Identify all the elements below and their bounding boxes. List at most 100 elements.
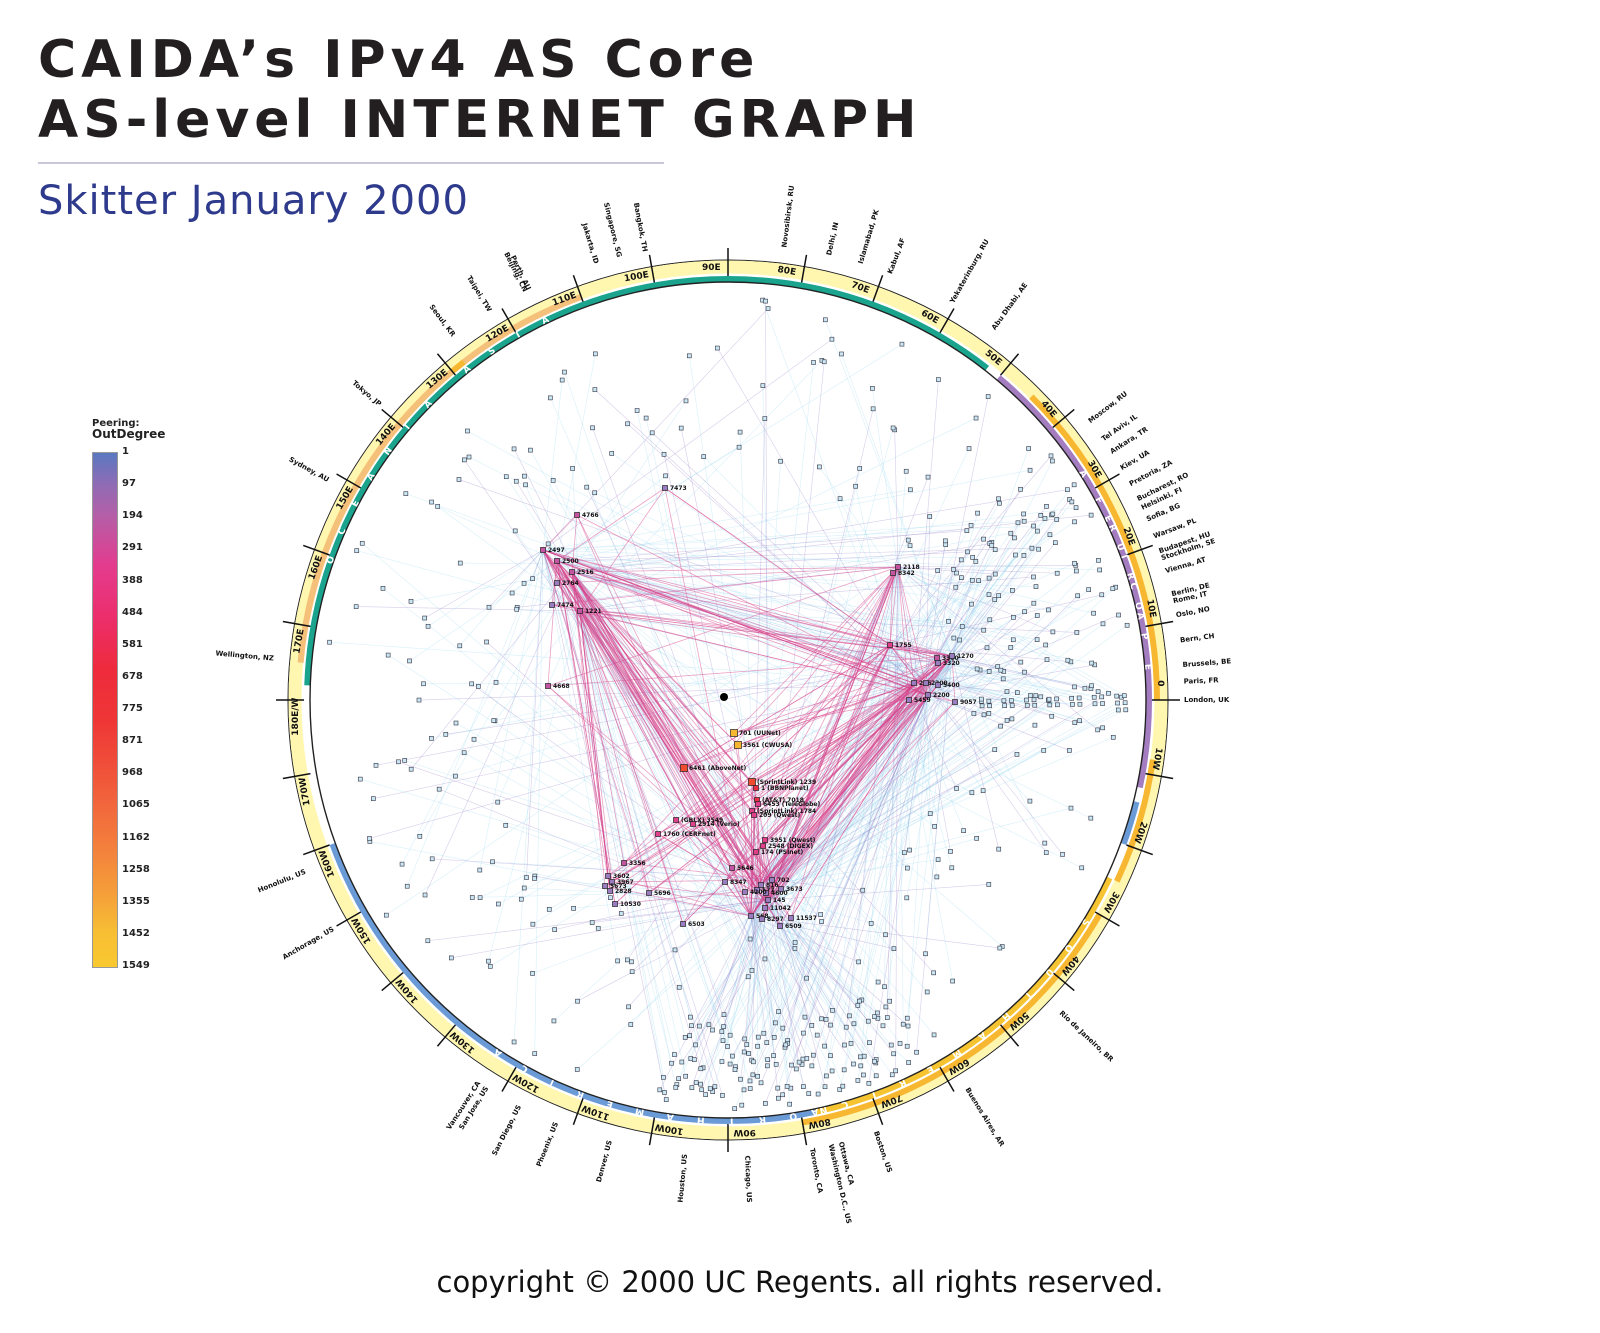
ring-continent-segment [996,375,1152,789]
city-label: Yekaterinburg, RU [948,238,991,306]
city-label: Honolulu, US [257,868,307,895]
legend-title: Peering: OutDegree [92,418,165,440]
as-node-small [1069,499,1075,505]
as-node-label: 5459 [914,697,931,704]
edge [767,899,869,1022]
legend-title-peering: Peering: [92,418,140,429]
as-node-small [462,457,467,463]
region-letter: A [493,1046,504,1058]
as-node [952,699,958,705]
edge [752,694,929,1075]
as-node [607,888,613,894]
as-node-small [626,1004,631,1010]
region-letter: I [514,330,522,340]
edge [556,560,616,905]
as-node-small [804,975,809,981]
as-node-small [524,875,529,880]
as-node [762,837,768,843]
as-node-label: 4200 [750,889,767,896]
as-node-small [1032,702,1038,708]
as-node-small [1031,523,1036,529]
edge [760,884,847,1028]
city-label: Oslo, NO [1175,605,1210,619]
as-node-small [932,824,937,829]
longitude-tick [303,544,330,556]
as-node-small [1100,701,1105,706]
edge [750,915,808,1059]
as-node-small [396,759,401,765]
edge [750,915,768,1043]
as-node-small [1038,694,1044,700]
legend-tick: 1162 [122,831,150,843]
as-node-label: 1760 (CERFnet) [663,831,716,838]
as-node-small [880,1023,886,1029]
region-letter: S [487,346,498,358]
edge [556,560,782,890]
edge [571,571,753,812]
edge [592,899,769,923]
edge [556,560,757,789]
as-node-small [981,627,987,633]
edge [951,655,1008,692]
as-node [602,883,608,889]
legend-tick: 1452 [122,927,150,939]
longitude-tick [381,971,404,992]
as-node-small [903,468,909,474]
edge [623,682,915,864]
longitude-tick [436,1024,457,1047]
as-node-small [570,466,575,471]
as-node-small [436,786,442,792]
as-node-small [943,542,949,547]
city-label: Houston, US [677,1154,690,1203]
as-node-small [985,394,991,399]
as-node-small [408,599,414,604]
edge [551,604,891,646]
edge [579,610,736,1070]
edge [542,549,1100,571]
edge [755,682,927,853]
edge [607,875,752,917]
as-node-small [773,1020,778,1026]
as-node-small [1110,734,1116,740]
longitude-tick [381,408,404,429]
as-node-small [824,1073,829,1079]
region-letter: R [897,1077,908,1089]
edge [571,571,677,1088]
as-node-small [873,1073,879,1079]
subtitle: Skitter January 2000 [38,178,469,224]
edge [771,625,1128,881]
edge [767,899,877,1060]
as-node-small [829,1068,835,1074]
as-node-small [373,762,379,768]
as-node-small [1089,660,1094,666]
region-letter: N [818,1104,828,1115]
as-node-small [486,958,491,964]
edge [756,701,956,891]
edge [734,694,929,1109]
city-label: Paris, FR [1183,676,1219,685]
as-node-small [522,473,527,479]
as-node-small [765,1057,770,1062]
edge [787,655,953,1044]
as-node-label: 2497 [548,547,565,554]
as-node-small [861,1053,867,1059]
as-node-small [889,1072,895,1078]
edge [542,549,953,657]
region-letter: N [382,446,395,458]
as-node [730,729,738,737]
as-node-small [875,979,881,985]
as-node-label: 9057 [960,699,977,706]
as-node-small [973,559,979,564]
as-node-small [1046,607,1051,613]
as-node-small [1079,865,1085,871]
edge [764,566,899,909]
as-node-small [1099,592,1105,598]
as-node-small [416,697,422,703]
as-node [769,877,775,883]
as-node-small [927,514,933,519]
as-node-small [625,421,630,427]
as-node-small [986,669,992,674]
as-node-small [699,1087,705,1093]
as-node-small [751,1059,756,1065]
as-node-small [1122,700,1128,706]
